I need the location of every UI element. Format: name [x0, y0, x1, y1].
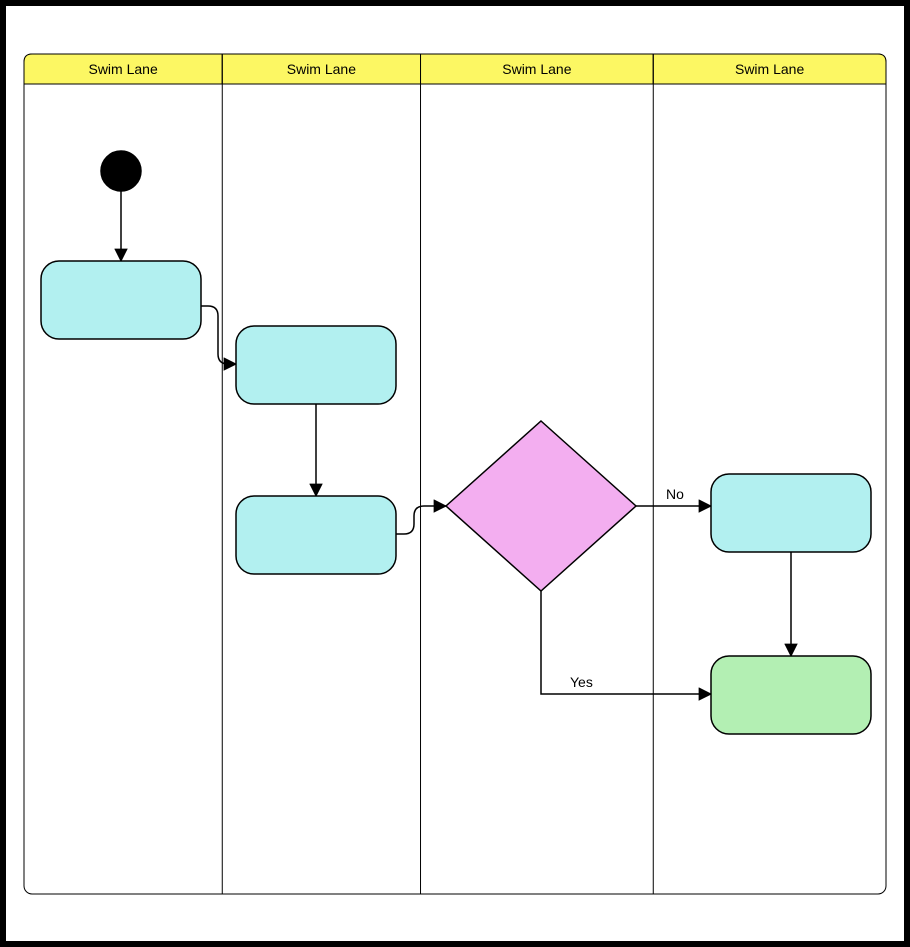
task-node — [711, 656, 871, 734]
lane-header-label: Swim Lane — [502, 61, 571, 77]
edge-label: Yes — [570, 674, 593, 690]
lane-header-label: Swim Lane — [735, 61, 804, 77]
edge-label: No — [666, 486, 684, 502]
task-node — [711, 474, 871, 552]
lane-header-label: Swim Lane — [88, 61, 157, 77]
task-node — [236, 496, 396, 574]
lane-header-label: Swim Lane — [287, 61, 356, 77]
swimlane-flowchart: Swim Lane Swim Lane Swim Lane Swim Lane No Ye… — [6, 6, 904, 941]
start-node — [101, 151, 141, 191]
task-node — [41, 261, 201, 339]
diagram-frame: Swim Lane Swim Lane Swim Lane Swim Lane No Ye… — [0, 0, 910, 947]
task-node — [236, 326, 396, 404]
